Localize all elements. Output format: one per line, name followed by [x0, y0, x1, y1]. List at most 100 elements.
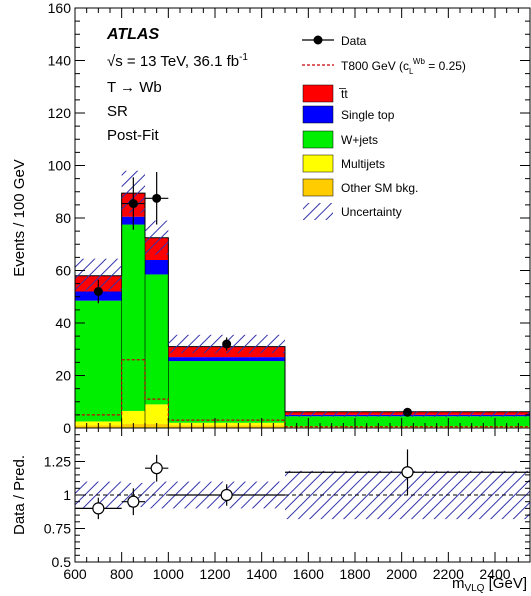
legend-data-label: Data [341, 34, 367, 48]
x-tick-label-1: 800 [110, 566, 134, 582]
legend-multijets-label: Multijets [341, 157, 385, 171]
legend-ttbar-label: t̅t [339, 87, 349, 101]
stack-bar-2-bin-1 [121, 224, 145, 411]
x-tick-label-8: 2200 [433, 566, 464, 582]
energy-lumi-text: √s = 13 TeV, 36.1 fb [107, 53, 239, 70]
stack-bar-2-bin-0 [75, 300, 122, 422]
data-marker-3 [222, 339, 232, 349]
ratio-marker-0 [92, 502, 105, 515]
legend-ttbar-swatch [302, 84, 334, 103]
legend-signal-tail: = 0.25) [425, 59, 466, 73]
process-label: T → Wb [107, 79, 162, 96]
x-tick-label-3: 1200 [199, 566, 230, 582]
legend-entry-ttbar: t̅t [302, 84, 349, 103]
legend-signal-sub: L [409, 67, 414, 76]
stack-bar-1-bin-2 [145, 404, 169, 425]
stack-bar-2-bin-4 [285, 416, 530, 427]
energy-lumi-label: √s = 13 TeV, 36.1 fb-1 [107, 52, 248, 70]
main-signal-layer [75, 359, 530, 428]
data-point-4 [403, 407, 412, 417]
x-tick-label-6: 1800 [339, 566, 370, 582]
data-point-3 [222, 337, 232, 351]
legend-entry-other-sm: Other SM bkg. [302, 178, 418, 197]
x-tick-label-4: 1400 [246, 566, 277, 582]
y-tick-label-7: 140 [48, 53, 72, 69]
legend-uncertainty-label: Uncertainty [341, 205, 402, 219]
legend-entry-data: Data [302, 34, 367, 48]
ratio-point-0 [75, 497, 122, 520]
legend-entry-single-top: Single top [302, 105, 395, 124]
stack-bar-3-bin-2 [145, 260, 169, 275]
x-axis-title-sub: VLQ [464, 583, 484, 594]
legend-multijets-swatch [302, 154, 334, 173]
stack-bar-1-bin-1 [121, 410, 145, 425]
y-tick-label-6: 120 [48, 105, 72, 121]
legend-entry-uncertainty: Uncertainty [303, 203, 402, 220]
ratio-y-tick-label-1: 0.75 [44, 521, 71, 537]
data-marker-4 [403, 407, 412, 417]
ratio-point-4 [285, 449, 530, 495]
y-tick-label-4: 80 [55, 210, 71, 226]
y-tick-label-8: 160 [48, 0, 72, 16]
x-axis-title-main: m [452, 575, 465, 592]
energy-lumi-sup: -1 [239, 52, 248, 63]
x-tick-label-2: 1000 [153, 566, 184, 582]
data-marker-0 [93, 287, 103, 296]
legend-data-marker [313, 35, 323, 45]
main-data-layer [93, 172, 412, 417]
ratio-marker-3 [220, 488, 233, 502]
ratio-marker-4 [401, 466, 414, 479]
stack-bar-2-bin-3 [168, 361, 285, 423]
ratio-marker-2 [150, 462, 163, 475]
atlas-label: ATLAS [106, 26, 159, 43]
x-axis-title: mVLQ [GeV] [452, 575, 527, 594]
data-point-0 [93, 279, 103, 304]
signal-line [75, 359, 530, 428]
ratio-y-tick-label-3: 1.25 [44, 454, 71, 470]
stack-bar-2-bin-2 [145, 274, 169, 405]
x-axis-title-unit: [GeV] [484, 575, 527, 592]
y-tick-label-2: 40 [55, 315, 71, 331]
x-tick-label-9: 2400 [479, 566, 510, 582]
legend-uncertainty-swatch [303, 203, 333, 220]
ratio-y-tick-label-2: 1 [63, 487, 71, 503]
main-stack-layer [75, 192, 530, 428]
legend-entry-wjets: W+jets [302, 130, 378, 149]
region-label: SR [107, 103, 128, 120]
ratio-y-axis-title: Data / Pred. [11, 455, 28, 535]
ratio-point-1 [121, 488, 145, 516]
legend-entry-multijets: Multijets [302, 154, 385, 173]
fit-label: Post-Fit [107, 127, 160, 144]
legend-single-top-swatch [302, 105, 334, 124]
y-tick-label-3: 60 [55, 263, 71, 279]
x-tick-label-0: 600 [63, 566, 87, 582]
legend: Data T800 GeV (cLWb = 0.25) t̅t Single t… [302, 34, 466, 220]
data-point-2 [145, 172, 169, 225]
legend-signal-text: T800 GeV (c [341, 59, 409, 73]
legend-wjets-swatch [302, 130, 334, 149]
x-tick-label-7: 2000 [386, 566, 417, 582]
legend-single-top-label: Single top [341, 108, 395, 122]
legend-wjets-label: W+jets [341, 133, 378, 147]
ratio-y-tick-label-0: 0.5 [52, 554, 72, 570]
legend-other-sm-label: Other SM bkg. [341, 181, 418, 195]
data-marker-1 [128, 199, 138, 209]
x-tick-label-5: 1600 [293, 566, 324, 582]
data-marker-2 [152, 193, 162, 203]
ratio-point-2 [145, 454, 169, 482]
ratio-point-3 [168, 484, 285, 506]
legend-signal-sup: Wb [413, 57, 426, 66]
y-axis-title: Events / 100 GeV [11, 159, 28, 277]
ratio-marker-1 [127, 495, 140, 508]
uncertainty-band-bin-2 [145, 220, 169, 255]
ratio-axes: 0.5 0.75 1 1.25 600 800 1000 1200 1400 1600 1800 20… [44, 428, 531, 582]
y-tick-label-0: 0 [63, 420, 71, 436]
legend-other-sm-swatch [302, 178, 334, 197]
y-tick-label-5: 100 [48, 158, 72, 174]
legend-entry-signal: T800 GeV (cLWb = 0.25) [302, 57, 466, 76]
y-tick-label-1: 20 [55, 368, 71, 384]
ratio-uncertainty-bin-2 [145, 481, 169, 509]
legend-signal-label: T800 GeV (cLWb = 0.25) [341, 57, 466, 76]
stack-bar-3-bin-3 [168, 357, 285, 362]
